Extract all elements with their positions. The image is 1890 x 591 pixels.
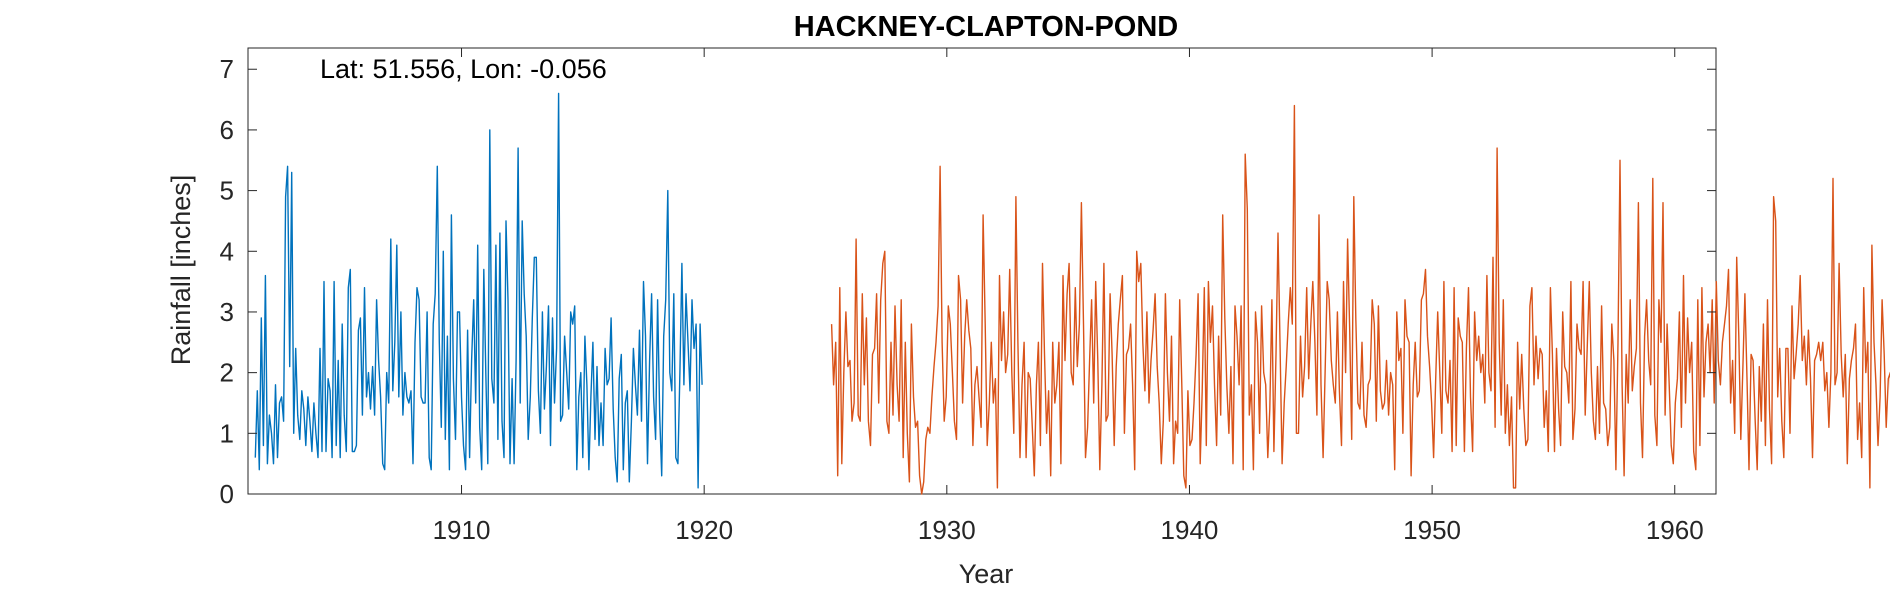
y-tick-label: 5 — [220, 176, 234, 206]
axes-box — [247, 47, 1717, 495]
plot-area — [247, 47, 1717, 495]
y-tick-label: 4 — [220, 236, 234, 266]
x-tick-label: 1910 — [433, 515, 491, 545]
series-layer — [254, 92, 1890, 495]
y-tick-label: 7 — [220, 54, 234, 84]
axis-ticks: 1910 1920 1930 1940 1950 1960 0 1 2 3 4 5 6 7 — [220, 48, 1716, 545]
rainfall-series-2 — [830, 104, 1890, 495]
x-axis-label: Year — [959, 559, 1014, 589]
y-axis-label: Rainfall [inches] — [166, 175, 196, 366]
station-coordinates-annotation: Lat: 51.556, Lon: -0.056 — [320, 54, 607, 84]
y-tick-label: 2 — [220, 358, 234, 388]
x-tick-label: 1940 — [1161, 515, 1219, 545]
rainfall-series-1 — [254, 92, 703, 489]
y-tick-label: 3 — [220, 297, 234, 327]
y-tick-label: 1 — [220, 418, 234, 448]
x-tick-label: 1920 — [675, 515, 733, 545]
y-tick-label: 6 — [220, 115, 234, 145]
x-tick-label: 1930 — [918, 515, 976, 545]
x-tick-label: 1960 — [1646, 515, 1704, 545]
y-tick-label: 0 — [220, 479, 234, 509]
chart-title: HACKNEY-CLAPTON-POND — [794, 11, 1179, 43]
x-tick-label: 1950 — [1403, 515, 1461, 545]
